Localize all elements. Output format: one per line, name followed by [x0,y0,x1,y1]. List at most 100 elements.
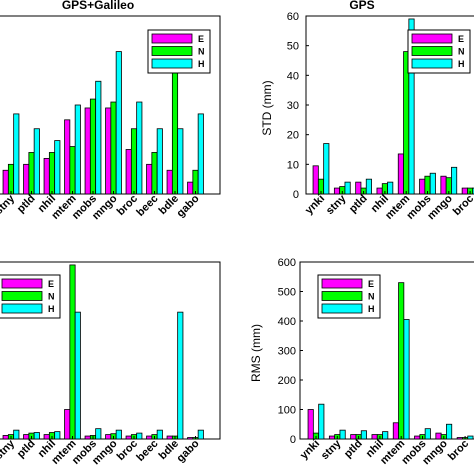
category-label: mngo [425,192,455,222]
y-tick-label: 60 [287,11,299,23]
legend-swatch-e [321,278,363,289]
legend-label: E [458,34,464,44]
category-label: stny [0,437,18,462]
bar-n [110,101,117,195]
bar-e [43,157,50,195]
bar-h [472,187,474,195]
y-axis-label: STD (mm) [260,80,274,135]
bar-h [13,429,20,440]
legend-label: N [368,292,375,302]
category-label: broc [451,193,474,218]
bar-e [397,153,404,195]
category-label: stny [324,192,349,217]
legend-swatch-h [411,58,453,69]
bar-e [187,181,194,195]
bar-h [344,181,351,195]
legend-label: N [458,47,465,57]
bar-e [166,169,173,195]
y-tick-label: 50 [287,41,299,53]
bar-h [95,80,102,195]
legend-label: N [198,47,205,57]
bar-h [13,113,20,195]
y-tick-label: 200 [278,375,296,387]
legend-swatch-e [1,278,43,289]
legend-label: E [48,279,54,289]
bar-h [54,140,61,195]
bar-e [392,422,399,440]
bar-h [387,181,394,195]
y-tick-label: 30 [287,100,299,112]
category-label: beec [134,438,160,464]
category-label: mngo [420,437,450,467]
legend-label: H [48,304,55,314]
bar-h [408,18,415,195]
legend: ENH [407,29,471,74]
bar-n [28,152,35,195]
bar-h [360,430,367,440]
bar-e [125,149,132,195]
category-label: stny [0,192,18,217]
bar-h [451,166,458,195]
bar-n [151,152,158,195]
legend-swatch-e [151,33,193,44]
chart-title: GPS [349,0,374,12]
legend-label: H [458,59,465,69]
bar-n [69,146,76,195]
category-label: ynki [298,438,322,462]
legend-swatch-h [151,58,193,69]
bar-h [95,428,102,440]
bar-e [23,163,30,195]
bar-h [156,429,163,440]
bar-e [64,409,71,440]
category-label: ptld [347,193,370,216]
bar-h [115,51,122,195]
category-label: gabo [175,437,202,464]
y-tick-label: 400 [278,316,296,328]
y-tick-label: 40 [287,70,299,82]
bar-h [323,143,330,195]
bar-h [339,429,346,440]
bar-h [429,172,436,195]
legend: ENH [0,274,61,319]
bar-h [54,431,61,440]
bar-h [156,128,163,195]
bar-h [197,113,204,195]
legend: ENH [147,29,211,74]
legend-label: H [198,59,205,69]
bar-e [2,169,9,195]
category-label: beec [134,193,160,219]
chart-title: GPS+Galileo [62,0,134,12]
bar-h [318,403,325,440]
category-label: broc [446,438,471,463]
bar-e [64,119,71,195]
bar-e [105,107,112,195]
legend: ENH [317,274,381,319]
bar-e [84,107,91,195]
bar-h [136,101,143,195]
bar-h [33,432,40,440]
panel-gps-rms: RMS (mm) 0 100 200 300 400 500 600 ynkistnyptld… [249,257,474,467]
bar-n [171,69,179,195]
bar-h [382,431,389,440]
y-tick-label: 0 [293,189,299,201]
bar-e [440,175,447,195]
bar-h [115,429,122,440]
bar-n [398,282,405,440]
bar-e [307,409,314,440]
legend-label: E [368,279,374,289]
bar-h [177,311,184,440]
y-axis-label: RMS (mm) [249,324,263,382]
bar-n [48,152,56,195]
category-label: stny [319,437,344,462]
bar-h [446,423,453,440]
category-label: broc [115,193,140,218]
legend-swatch-n [321,291,363,301]
legend-label: N [48,292,55,302]
legend-swatch-n [151,46,193,56]
panel-gps-galileo-std: GPS+Galileo stnyptldnhilmtemmobsmngobroc… [0,0,221,222]
bar-e [312,165,319,195]
bar-n [192,169,199,195]
bar-h [177,128,184,195]
y-tick-label: 10 [287,159,299,171]
